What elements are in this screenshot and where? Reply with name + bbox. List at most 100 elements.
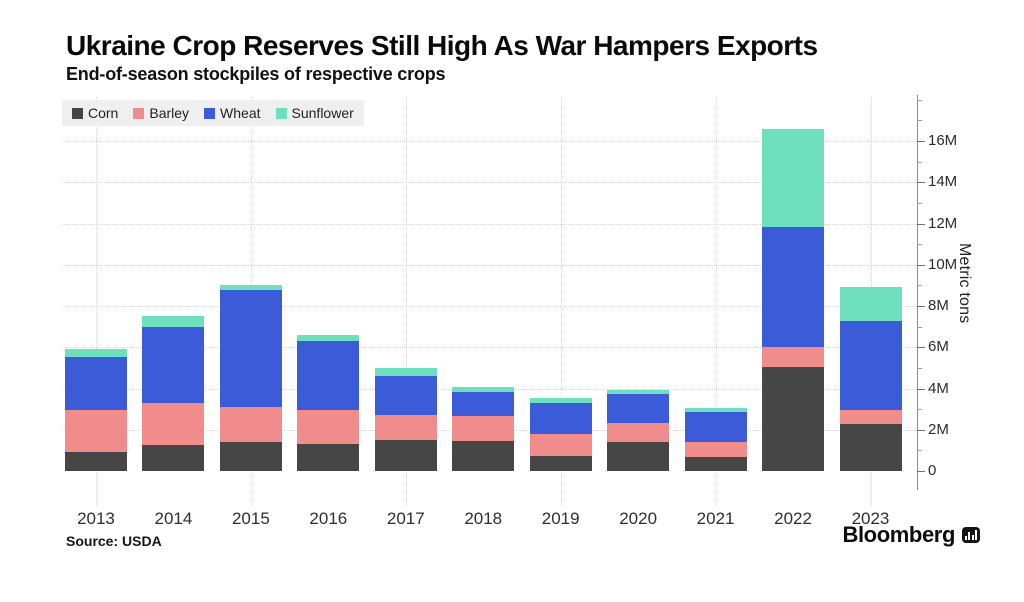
- y-axis-tick: [917, 347, 925, 349]
- y-axis-tick: [917, 471, 925, 472]
- bar-2021-barley: [684, 442, 747, 457]
- bar-2020-wheat: [607, 393, 670, 423]
- legend-item-wheat: Wheat: [204, 105, 261, 121]
- y-axis-tick: [917, 388, 925, 390]
- legend-item-sunflower: Sunflower: [275, 105, 354, 121]
- y-axis-tick: [917, 223, 925, 225]
- bar-2018-corn: [452, 441, 515, 471]
- bar-2021-wheat: [684, 412, 747, 443]
- bar-2016-sunflower: [297, 334, 360, 342]
- x-axis-label-2017: 2017: [386, 509, 425, 528]
- y-axis-tick: [917, 264, 925, 266]
- bar-2022-wheat: [762, 226, 825, 348]
- y-axis-tick-label: 16M: [928, 132, 958, 149]
- bar-2018-barley: [452, 416, 515, 442]
- y-axis-minor-tick: [917, 367, 922, 369]
- x-axis-label-2019: 2019: [541, 509, 580, 528]
- y-axis-tick: [917, 141, 925, 142]
- bar-2015-wheat: [219, 289, 282, 408]
- legend-swatch-corn: [72, 107, 83, 119]
- y-axis-tick-label: 2M: [928, 420, 949, 438]
- bar-2022-corn: [762, 366, 825, 471]
- legend-label: Sunflower: [291, 105, 354, 121]
- h-gridline: [62, 141, 917, 142]
- bar-2020-corn: [607, 442, 670, 471]
- y-axis-minor-tick: [917, 120, 922, 122]
- bar-2014-barley: [142, 402, 205, 446]
- y-axis-tick: [917, 429, 925, 431]
- h-gridline: [62, 223, 917, 225]
- y-axis-minor-tick: [917, 99, 922, 101]
- bar-2015-corn: [219, 442, 282, 471]
- bar-2018-sunflower: [452, 387, 515, 392]
- legend: Corn Barley Wheat Sunflower: [62, 100, 364, 126]
- v-gridline: [405, 97, 407, 505]
- bar-2014-sunflower: [142, 316, 205, 327]
- y-axis-tick-label: 8M: [928, 297, 949, 314]
- x-axis-label-2016: 2016: [309, 509, 348, 528]
- y-axis-tick-label: 12M: [928, 214, 958, 232]
- legend-label: Corn: [88, 105, 119, 121]
- v-gridline: [560, 97, 562, 505]
- bar-2016-wheat: [297, 341, 360, 411]
- bar-2020-barley: [607, 422, 670, 443]
- y-axis-minor-tick: [917, 450, 922, 452]
- brand-footer: Bloomberg: [842, 522, 980, 548]
- y-axis-minor-tick: [917, 161, 922, 163]
- bar-2013-corn: [65, 452, 127, 471]
- bar-2017-wheat: [374, 376, 437, 416]
- bar-2013-barley: [65, 410, 127, 453]
- x-axis-label-2022: 2022: [774, 509, 812, 528]
- x-axis-label-2023: 2023: [851, 509, 890, 528]
- v-gridline: [715, 97, 717, 505]
- y-axis-minor-tick: [917, 244, 922, 246]
- bloomberg-wordmark: Bloomberg: [842, 522, 955, 547]
- bloomberg-logo-icon: [962, 527, 980, 543]
- v-gridline: [96, 97, 97, 505]
- bar-2016-corn: [297, 444, 360, 471]
- x-axis-label-2020: 2020: [619, 509, 658, 528]
- bar-2019-corn: [529, 455, 592, 471]
- legend-swatch-sunflower: [275, 107, 287, 119]
- y-axis-minor-tick: [917, 409, 922, 411]
- bar-2013-wheat: [65, 356, 127, 411]
- y-axis-tick-label: 14M: [928, 173, 958, 191]
- y-axis-tick-label: 4M: [928, 379, 949, 397]
- bar-2017-barley: [374, 415, 437, 441]
- bar-2015-sunflower: [219, 285, 282, 290]
- y-axis-tick-label: 0: [928, 462, 937, 479]
- bar-2019-sunflower: [529, 397, 592, 403]
- legend-item-corn: Corn: [72, 105, 118, 121]
- y-axis-tick-label: 6M: [928, 338, 949, 356]
- h-gridline: [62, 306, 917, 307]
- x-axis-label-2014: 2014: [154, 509, 193, 528]
- legend-label: Barley: [149, 105, 190, 121]
- h-gridline: [62, 264, 917, 266]
- x-axis-label-2021: 2021: [696, 509, 735, 528]
- source-note: Source: USDA: [66, 533, 162, 549]
- bar-2021-corn: [684, 456, 747, 471]
- legend-item-barley: Barley: [133, 105, 189, 121]
- bar-2019-barley: [529, 433, 592, 456]
- y-axis-tick-label: 10M: [928, 255, 958, 273]
- y-axis-tick: [917, 306, 925, 307]
- bar-2023-corn: [839, 423, 902, 471]
- x-axis-label-2013: 2013: [77, 509, 115, 528]
- y-axis-minor-tick: [917, 202, 922, 204]
- y-axis-title: Metric tons: [956, 243, 973, 324]
- bar-2018-wheat: [452, 391, 515, 417]
- y-axis-minor-tick: [917, 326, 922, 328]
- bar-2014-corn: [142, 445, 205, 471]
- bar-2017-sunflower: [374, 367, 437, 377]
- y-axis-line: [917, 95, 918, 490]
- bar-2015-barley: [219, 407, 282, 443]
- bar-2023-wheat: [839, 321, 902, 411]
- bar-2016-barley: [297, 410, 360, 445]
- bar-2020-sunflower: [607, 389, 670, 394]
- h-gridline: [62, 182, 917, 184]
- legend-swatch-barley: [133, 107, 145, 119]
- x-axis-label-2018: 2018: [464, 509, 503, 528]
- bar-2017-corn: [374, 440, 437, 471]
